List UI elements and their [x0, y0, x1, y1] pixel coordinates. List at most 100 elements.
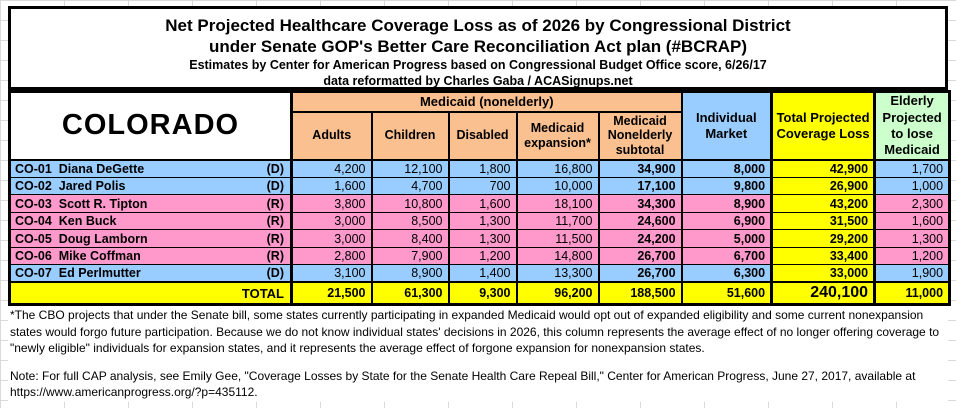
party-label: (D)	[266, 161, 284, 176]
coverage-loss-table: COLORADO Medicaid (nonelderly) Individua…	[8, 90, 952, 306]
elderly-cell: 1,300	[873, 229, 951, 248]
source-url[interactable]: https://www.americanprogress.org/?p=4351…	[10, 385, 258, 399]
subtotal-cell: 26,700	[597, 246, 683, 266]
district-name-cell: CO-04 Ken Buck (R)	[8, 211, 293, 231]
expansion-cell: 11,500	[515, 229, 600, 248]
title-box: Net Projected Healthcare Coverage Loss a…	[8, 6, 948, 90]
district-name-cell: CO-01 Diana DeGette (D)	[8, 159, 293, 178]
total-row: TOTAL 21,500 61,300 9,300 96,200 188,500…	[8, 281, 951, 305]
district-and-representative: CO-04 Ken Buck	[15, 214, 117, 228]
individual-total-cell: 51,600	[680, 281, 773, 305]
district-name-cell: CO-05 Doug Lamborn (R)	[8, 229, 293, 248]
individual-cell: 5,000	[680, 229, 773, 248]
subtotal-cell: 26,700	[597, 264, 683, 283]
individual-cell: 8,900	[680, 194, 773, 213]
state-label: COLORADO	[8, 90, 293, 161]
district-name-cell: CO-07 Ed Perlmutter (D)	[8, 264, 293, 283]
district-rows: CO-01 Diana DeGette (D) 4,200 12,100 1,800 16…	[8, 159, 951, 305]
table-row: CO-06 Mike Coffman (R) 2,800 7,900 1,200 14,8…	[8, 246, 951, 266]
adults-cell: 3,800	[290, 194, 373, 213]
expansion-cell: 14,800	[515, 246, 600, 266]
total-loss-cell: 33,400	[770, 246, 877, 266]
disabled-cell: 1,400	[447, 264, 518, 283]
total-loss-cell: 26,900	[770, 176, 877, 196]
table-row: CO-02 Jared Polis (D) 1,600 4,700 700 10,000 1…	[8, 176, 951, 196]
adults-cell: 3,100	[290, 264, 373, 283]
individual-cell: 6,900	[680, 211, 773, 231]
subtotal-total-cell: 188,500	[597, 281, 683, 305]
individual-cell: 6,700	[680, 246, 773, 266]
party-label: (R)	[266, 231, 284, 246]
expansion-cell: 18,100	[515, 194, 600, 213]
elderly-cell: 1,200	[873, 246, 951, 266]
party-label: (D)	[266, 179, 284, 193]
district-and-representative: CO-06 Mike Coffman	[15, 249, 141, 263]
disabled-cell: 1,800	[447, 159, 518, 178]
party-label: (R)	[266, 196, 284, 211]
elderly-cell: 1,900	[873, 264, 951, 283]
disabled-cell: 1,600	[447, 194, 518, 213]
district-and-representative: CO-03 Scott R. Tipton	[15, 196, 148, 211]
adults-cell: 4,200	[290, 159, 373, 178]
adults-cell: 1,600	[290, 176, 373, 196]
page-title-line1: Net Projected Healthcare Coverage Loss a…	[165, 16, 791, 35]
district-name-cell: CO-03 Scott R. Tipton (R)	[8, 194, 293, 213]
children-cell: 8,500	[370, 211, 450, 231]
medicaid-expansion-header: Medicaid expansion*	[515, 110, 600, 161]
source-note: Note: For full CAP analysis, see Emily G…	[10, 368, 946, 401]
elderly-cell: 1,600	[873, 211, 951, 231]
party-label: (R)	[266, 249, 284, 263]
subtotal-cell: 24,600	[597, 211, 683, 231]
adults-cell: 3,000	[290, 229, 373, 248]
total-loss-cell: 29,200	[770, 229, 877, 248]
total-loss-cell: 33,000	[770, 264, 877, 283]
header-group-row: COLORADO Medicaid (nonelderly) Individua…	[8, 90, 951, 161]
children-cell: 8,400	[370, 229, 450, 248]
title-estimates-credit: Estimates by Center for American Progres…	[189, 58, 767, 72]
children-cell: 10,800	[370, 194, 450, 213]
disabled-cell: 1,300	[447, 211, 518, 231]
district-and-representative: CO-07 Ed Perlmutter	[15, 266, 141, 281]
expansion-cell: 11,700	[515, 211, 600, 231]
individual-market-header: Individual Market	[680, 90, 773, 161]
medicaid-group-header: Medicaid (nonelderly)	[290, 91, 683, 113]
individual-cell: 9,800	[680, 176, 773, 196]
disabled-total-cell: 9,300	[447, 281, 518, 305]
district-and-representative: CO-02 Jared Polis	[15, 179, 126, 193]
subtotal-cell: 17,100	[597, 176, 683, 196]
elderly-cell: 1,000	[873, 176, 951, 196]
children-cell: 12,100	[370, 159, 450, 178]
total-loss-cell: 31,500	[770, 211, 877, 231]
header-sub-row: Adults Children Disabled Medicaid expans…	[10, 110, 950, 161]
total-loss-cell: 42,900	[770, 159, 877, 178]
expansion-cell: 13,300	[515, 264, 600, 283]
total-loss-cell: 43,200	[770, 194, 877, 213]
table-row: CO-04 Ken Buck (R) 3,000 8,500 1,300 11,700 24…	[8, 211, 951, 231]
individual-cell: 6,300	[680, 264, 773, 283]
subtotal-cell: 34,300	[597, 194, 683, 213]
notes-area: *The CBO projects that under the Senate …	[10, 307, 946, 401]
disabled-header: Disabled	[447, 110, 518, 161]
adults-cell: 3,000	[290, 211, 373, 231]
children-cell: 4,700	[370, 176, 450, 196]
adults-total-cell: 21,500	[290, 281, 373, 305]
elderly-cell: 1,700	[873, 159, 951, 178]
children-cell: 8,900	[370, 264, 450, 283]
expansion-cell: 16,800	[515, 159, 600, 178]
children-cell: 7,900	[370, 246, 450, 266]
total-label-cell: TOTAL	[8, 281, 293, 305]
expansion-total-cell: 96,200	[515, 281, 600, 305]
individual-cell: 8,000	[680, 159, 773, 178]
disabled-cell: 1,300	[447, 229, 518, 248]
title-reformat-credit: data reformatted by Charles Gaba / ACASi…	[323, 74, 633, 88]
children-header: Children	[370, 110, 450, 161]
disabled-cell: 1,200	[447, 246, 518, 266]
party-label: (R)	[266, 214, 284, 228]
elderly-cell: 2,300	[873, 194, 951, 213]
elderly-medicaid-header: Elderly Projected to lose Medicaid	[873, 90, 951, 161]
expansion-cell: 10,000	[515, 176, 600, 196]
children-total-cell: 61,300	[370, 281, 450, 305]
grand-total-cell: 240,100	[770, 281, 877, 305]
party-label: (D)	[266, 266, 284, 281]
total-coverage-loss-header: Total Projected Coverage Loss	[770, 90, 877, 161]
